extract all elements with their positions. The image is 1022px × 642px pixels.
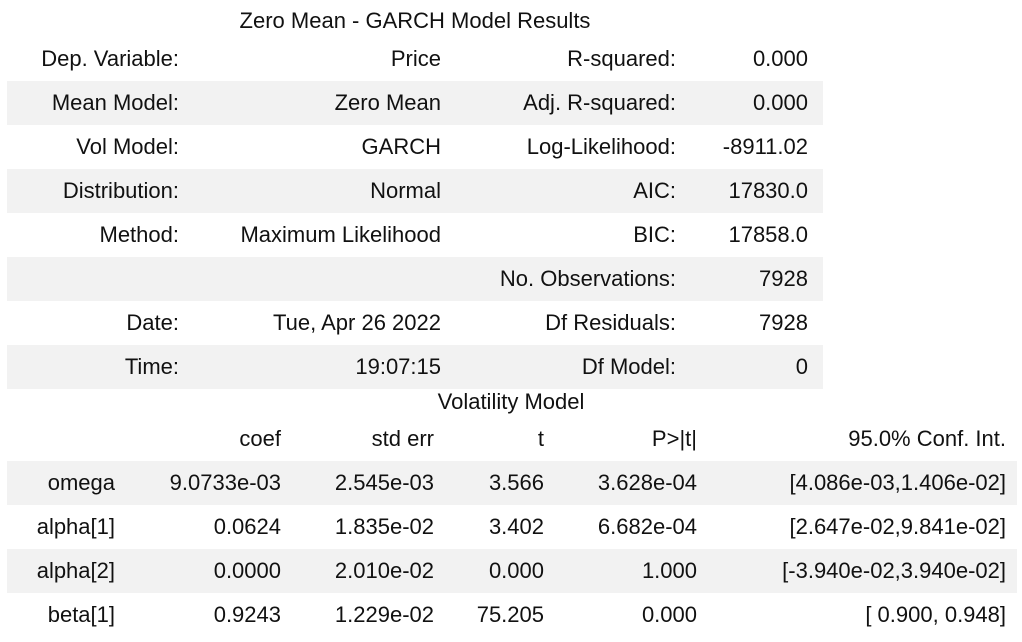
summary-value: Zero Mean — [334, 90, 441, 115]
table-cell: 1.229e-02 — [334, 602, 434, 627]
table-cell: 3.628e-04 — [597, 470, 697, 495]
summary-value: 17830.0 — [728, 178, 808, 203]
summary-caption: Zero Mean - GARCH Model Results — [239, 8, 591, 33]
table-cell: 3.402 — [488, 514, 544, 539]
summary-label: Vol Model: — [76, 134, 179, 159]
summary-label: Log-Likelihood: — [526, 134, 676, 159]
summary-row: No. Observations: 7928 — [7, 257, 823, 301]
summary-label: Distribution: — [62, 178, 179, 203]
column-header: std err — [371, 426, 434, 451]
table-cell: 2.545e-03 — [334, 470, 434, 495]
summary-label: R-squared: — [567, 46, 676, 71]
summary-value: Maximum Likelihood — [240, 222, 441, 247]
table-cell: 1.835e-02 — [334, 514, 434, 539]
column-header: P>|t| — [651, 426, 697, 451]
summary-label: Time: — [124, 354, 179, 379]
table-cell: 0.0624 — [213, 514, 281, 539]
summary-row: Mean Model: Zero Mean Adj. R-squared: 0.… — [7, 81, 823, 125]
table-cell: [-3.940e-02,3.940e-02] — [782, 558, 1006, 583]
summary-value: Normal — [370, 178, 441, 203]
summary-value: 0.000 — [752, 90, 808, 115]
summary-value: 0.000 — [752, 46, 808, 71]
column-header: t — [537, 426, 544, 451]
summary-row: Time: 19:07:15 Df Model: 0 — [7, 345, 823, 389]
table-cell: [4.086e-03,1.406e-02] — [789, 470, 1006, 495]
summary-label: Df Residuals: — [545, 310, 676, 335]
table-cell: [ 0.900, 0.948] — [865, 602, 1006, 627]
summary-value: Price — [390, 46, 441, 71]
summary-row: Distribution: Normal AIC: 17830.0 — [7, 169, 823, 213]
summary-value: GARCH — [361, 134, 441, 159]
summary-value: 19:07:15 — [355, 354, 441, 379]
summary-label: Df Model: — [581, 354, 676, 379]
volatility-caption: Volatility Model — [437, 389, 585, 414]
table-cell: 2.010e-02 — [334, 558, 434, 583]
table-cell: 3.566 — [488, 470, 544, 495]
table-cell: 9.0733e-03 — [169, 470, 281, 495]
summary-row: Method: Maximum Likelihood BIC: 17858.0 — [7, 213, 823, 257]
summary-value: 7928 — [759, 310, 808, 335]
column-header: 95.0% Conf. Int. — [848, 426, 1006, 451]
row-label: beta[1] — [47, 602, 115, 627]
summary-value: Tue, Apr 26 2022 — [273, 310, 441, 335]
row-label: alpha[1] — [36, 514, 115, 539]
summary-value: 0 — [795, 354, 808, 379]
model-summary-table: Dep. Variable: Price R-squared: 0.000 Me… — [7, 37, 823, 389]
summary-row: Dep. Variable: Price R-squared: 0.000 — [7, 37, 823, 81]
table-row: alpha[1] 0.0624 1.835e-02 3.402 6.682e-0… — [7, 505, 1017, 549]
table-cell: 0.000 — [488, 558, 544, 583]
table-row: beta[1] 0.9243 1.229e-02 75.205 0.000 [ … — [7, 593, 1017, 637]
table-cell: 0.000 — [641, 602, 697, 627]
table-cell: 0.0000 — [213, 558, 281, 583]
table-header-row: coef std err t P>|t| 95.0% Conf. Int. — [7, 417, 1017, 461]
summary-value: 7928 — [759, 266, 808, 291]
summary-row: Vol Model: GARCH Log-Likelihood: -8911.0… — [7, 125, 823, 169]
table-cell: [2.647e-02,9.841e-02] — [789, 514, 1006, 539]
summary-label: Dep. Variable: — [41, 46, 179, 71]
summary-row: Date: Tue, Apr 26 2022 Df Residuals: 792… — [7, 301, 823, 345]
summary-label: No. Observations: — [499, 266, 676, 291]
summary-label: Mean Model: — [51, 90, 179, 115]
volatility-model-table: coef std err t P>|t| 95.0% Conf. Int. om… — [7, 417, 1017, 637]
table-cell: 1.000 — [641, 558, 697, 583]
summary-label: Method: — [99, 222, 180, 247]
summary-value: -8911.02 — [722, 134, 808, 159]
table-cell: 6.682e-04 — [597, 514, 697, 539]
table-row: alpha[2] 0.0000 2.010e-02 0.000 1.000 [-… — [7, 549, 1017, 593]
summary-label: AIC: — [633, 178, 676, 203]
table-cell: 0.9243 — [213, 602, 281, 627]
summary-value: 17858.0 — [728, 222, 808, 247]
row-label: omega — [47, 470, 115, 495]
summary-label: BIC: — [633, 222, 676, 247]
table-cell: 75.205 — [476, 602, 544, 627]
table-row: omega 9.0733e-03 2.545e-03 3.566 3.628e-… — [7, 461, 1017, 505]
summary-label: Adj. R-squared: — [523, 90, 676, 115]
summary-label: Date: — [126, 310, 179, 335]
row-label: alpha[2] — [36, 558, 115, 583]
column-header: coef — [239, 426, 281, 451]
